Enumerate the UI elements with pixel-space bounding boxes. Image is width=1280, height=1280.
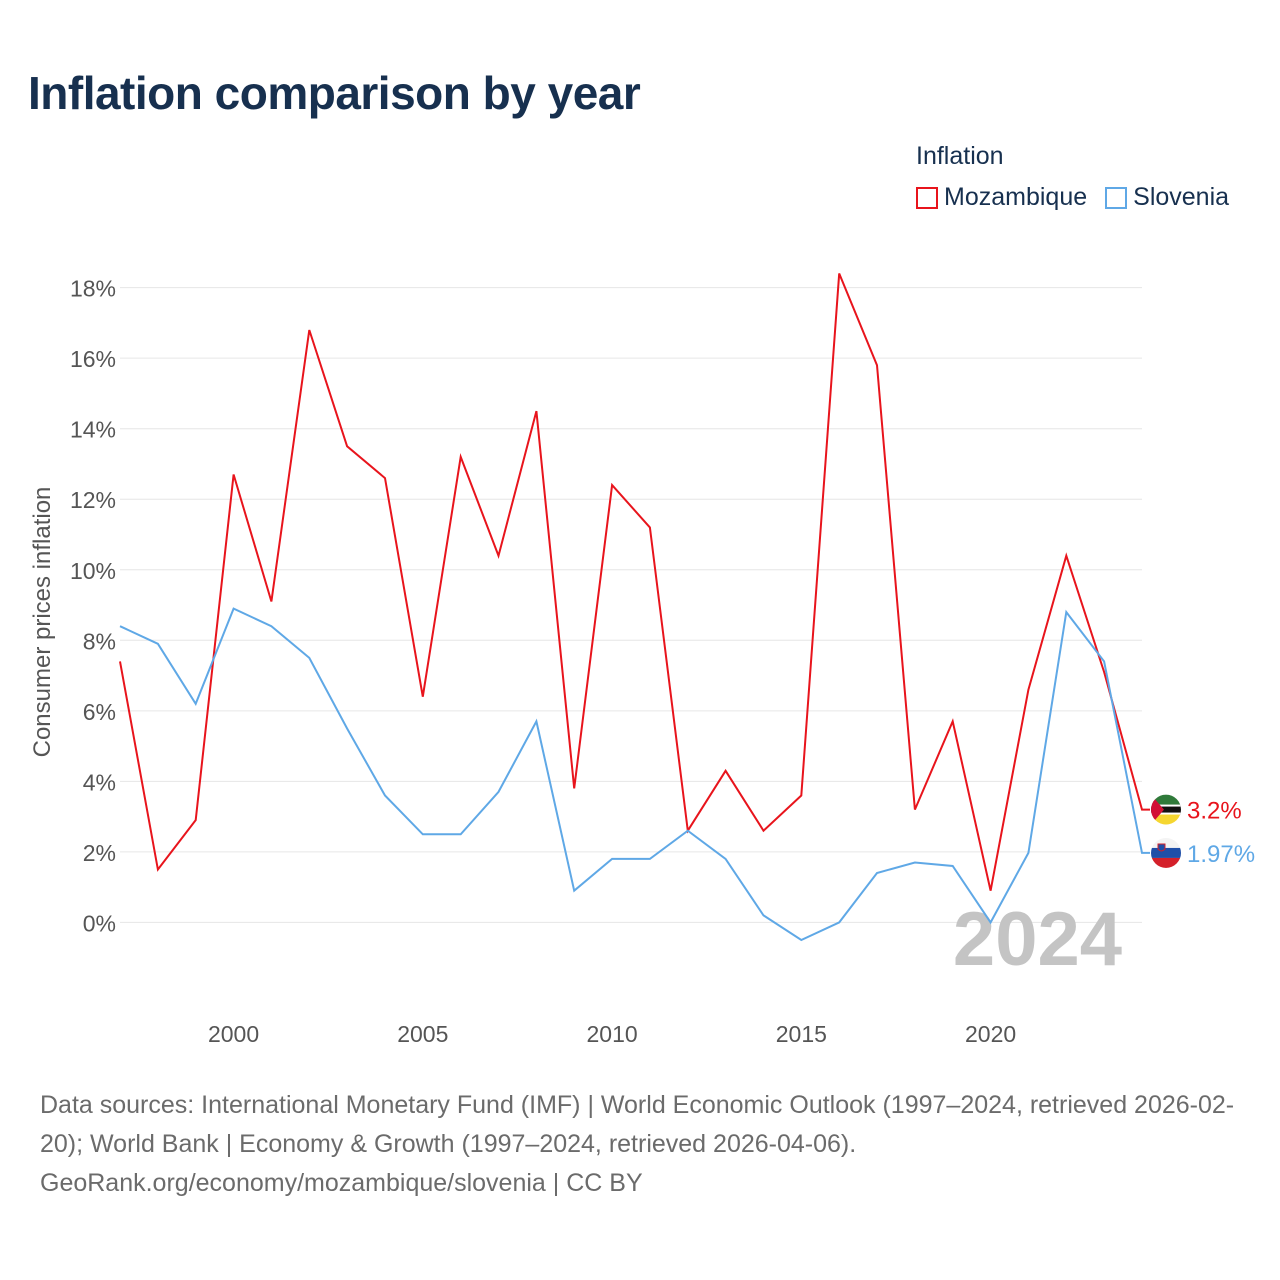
year-watermark-layer: 2024: [953, 897, 1122, 982]
y-tick-label: 8%: [83, 628, 116, 654]
end-label-mozambique: 3.2%: [1187, 798, 1242, 825]
y-tick-label: 4%: [83, 769, 116, 795]
y-tick-label: 12%: [70, 487, 116, 513]
x-tick-label: 2015: [776, 1021, 827, 1047]
x-tick-label: 2010: [586, 1021, 637, 1047]
sources-link[interactable]: GeoRank.org/economy/mozambique/slovenia …: [40, 1169, 643, 1197]
y-tick-label: 14%: [70, 417, 116, 443]
data-sources: Data sources: International Monetary Fun…: [40, 1086, 1250, 1203]
legend-item-slovenia[interactable]: Slovenia: [1105, 183, 1229, 212]
end-label-slovenia: 1.97%: [1187, 841, 1255, 868]
y-tick-label: 18%: [70, 276, 116, 302]
legend-label-mozambique: Mozambique: [944, 183, 1088, 211]
line-chart: 2024 0% 2% 4% 6% 8% 10% 12% 14% 16% 18% 2000 2005 20…: [29, 273, 1255, 1047]
mozambique-flag-icon: [1151, 794, 1181, 825]
legend-item-mozambique[interactable]: Mozambique: [916, 183, 1087, 212]
legend-title: Inflation: [916, 142, 1004, 170]
series-line-mozambique[interactable]: [119, 273, 1150, 891]
axes: 0% 2% 4% 6% 8% 10% 12% 14% 16% 18% 2000 2005 2010 201…: [29, 276, 1016, 1047]
gridlines: [120, 287, 1142, 923]
y-tick-label: 6%: [83, 699, 116, 725]
legend-swatch-slovenia: [1105, 186, 1128, 209]
y-axis-label: Consumer prices inflation: [29, 487, 56, 758]
x-tick-label: 2000: [208, 1021, 259, 1047]
chart-title: Inflation comparison by year: [28, 67, 641, 119]
series-lines: [119, 273, 1150, 942]
year-watermark: 2024: [953, 897, 1122, 982]
legend: Inflation Mozambique Slovenia: [916, 142, 1229, 212]
legend-swatch-mozambique: [916, 186, 938, 209]
end-labels: 3.2% 1.97%: [1151, 794, 1255, 868]
legend-label-slovenia: Slovenia: [1133, 183, 1230, 211]
y-tick-label: 2%: [83, 840, 116, 866]
y-tick-label: 16%: [70, 346, 116, 372]
x-tick-label: 2020: [965, 1021, 1016, 1047]
series-line-slovenia[interactable]: [119, 607, 1150, 942]
y-tick-label: 0%: [83, 910, 116, 936]
x-tick-label: 2005: [397, 1021, 448, 1047]
sources-line: Data sources: International Monetary Fun…: [40, 1091, 1235, 1158]
y-tick-label: 10%: [70, 558, 116, 584]
slovenia-flag-icon: [1151, 837, 1181, 868]
